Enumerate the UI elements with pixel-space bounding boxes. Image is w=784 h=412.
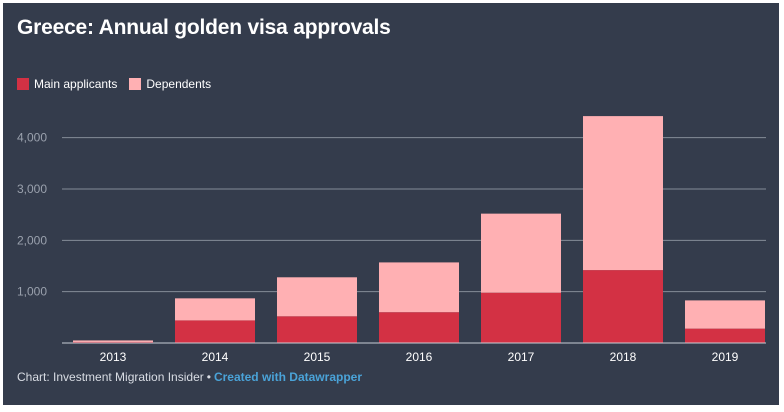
bar-dependents [481,213,561,293]
bar-main-applicants [73,341,153,343]
bar-main-applicants [583,270,663,343]
chart-legend: Main applicants Dependents [17,77,211,91]
legend-item-main-applicants: Main applicants [17,77,117,91]
x-tick-label: 2018 [610,350,637,364]
y-tick-label: 4,000 [17,131,47,145]
bar-dependents [73,340,153,342]
bar-dependents [379,262,459,313]
datawrapper-credit-link[interactable]: Created with Datawrapper [213,370,362,384]
y-tick-label: 1,000 [17,285,47,299]
chart-title: Greece: Annual golden visa approvals [17,16,391,39]
bar-dependents [583,116,663,271]
x-tick-label: 2015 [304,350,331,364]
footer-separator: • [206,370,211,384]
x-tick-label: 2016 [406,350,433,364]
legend-label-main-applicants: Main applicants [34,77,118,91]
bar-main-applicants [379,312,459,343]
bar-dependents [175,298,255,321]
x-tick-label: 2014 [202,350,229,364]
x-tick-label: 2017 [508,350,535,364]
bar-main-applicants [481,292,561,343]
y-tick-label: 3,000 [17,182,47,196]
chart-footer: Chart: Investment Migration Insider • Crea… [17,370,362,384]
legend-swatch-main-applicants [17,78,29,90]
bar-main-applicants [175,320,255,343]
bar-main-applicants [685,328,765,343]
legend-swatch-dependents [129,78,142,90]
legend-label-dependents: Dependents [146,77,212,91]
x-tick-label: 2019 [712,350,739,364]
y-tick-label: 2,000 [17,233,47,247]
legend-item-dependents: Dependents [129,77,211,91]
x-tick-label: 2013 [100,350,127,364]
source-text: Chart: Investment Migration Insider [17,370,204,384]
bar-dependents [277,277,357,317]
bar-main-applicants [277,316,357,343]
bar-dependents [685,300,765,329]
